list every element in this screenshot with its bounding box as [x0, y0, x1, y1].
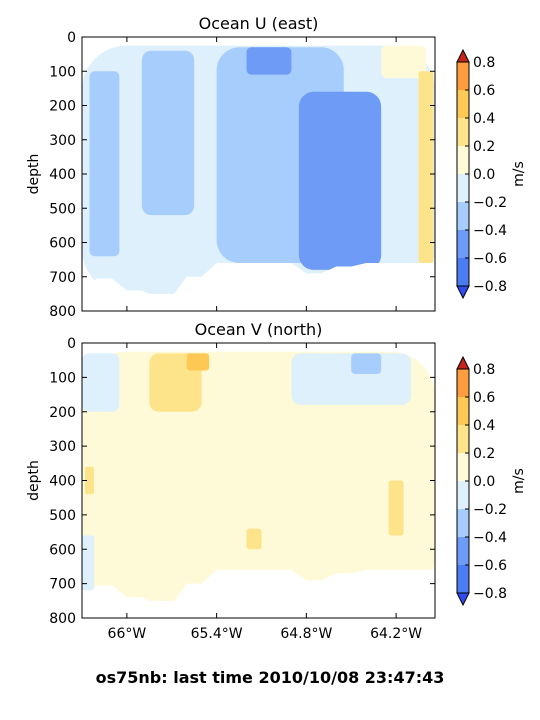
contour-region [418, 71, 434, 264]
contour-region [89, 71, 120, 257]
colorbar-extend-max [456, 48, 470, 63]
contour-region [82, 351, 435, 601]
contour-region [246, 528, 262, 550]
colorbar-bin [457, 118, 469, 146]
colorbar-tick-label: 0.2 [473, 139, 495, 155]
colorbar-extend-min [456, 285, 470, 300]
colorbar-tick-label: −0.4 [473, 223, 507, 239]
y-tick-label: 800 [49, 304, 76, 320]
figure-suptitle: os75nb: last time 2010/10/08 23:47:43 [96, 668, 445, 687]
panel-2: 0 100 200 300 400 500 600 700 800 66°W 65.4°W 64.8°… [26, 320, 527, 642]
y-axis-label: depth [26, 460, 42, 501]
contour-region [381, 45, 427, 79]
contour-region [186, 353, 210, 371]
colorbar-tick-label: −0.6 [473, 558, 507, 574]
panel-title: Ocean U (east) [199, 14, 319, 33]
colorbar-tick-label: 0.0 [473, 474, 495, 490]
colorbar-bin [457, 258, 469, 286]
colorbar-bin [457, 174, 469, 202]
y-tick-label: 500 [49, 201, 76, 217]
colorbar-tick-label: 0.4 [473, 418, 495, 434]
contour-region [141, 50, 195, 216]
y-tick-label: 700 [49, 577, 76, 593]
y-tick-label: 200 [49, 99, 76, 115]
colorbar-tick-label: 0.6 [473, 390, 495, 406]
y-tick-label: 300 [49, 133, 76, 149]
colorbar-tick-label: 0.8 [473, 55, 495, 71]
colorbar-bin [457, 537, 469, 565]
panel-1: 0 100 200 300 400 500 600 700 800 Ocean U (east) d… [26, 14, 527, 320]
colorbar-tick-label: −0.8 [473, 279, 507, 295]
contour-region [298, 91, 382, 270]
colorbar-bin [457, 509, 469, 537]
colorbar-tick-label: 0.2 [473, 446, 495, 462]
colorbar-tick-label: −0.8 [473, 586, 507, 602]
colorbar-bin [457, 230, 469, 258]
colorbar-extend-max [456, 355, 470, 370]
colorbar-bin [457, 62, 469, 90]
colorbar-tick-label: 0.0 [473, 167, 495, 183]
colorbar: −0.8 −0.6 −0.4 −0.2 0.0 0.2 0.4 0.6 0.8 m/s [456, 355, 527, 607]
y-tick-label: 100 [49, 370, 76, 386]
contour-region [82, 353, 120, 412]
y-tick-label: 700 [49, 270, 76, 286]
colorbar: −0.8 −0.6 −0.4 −0.2 0.0 0.2 0.4 0.6 0.8 m/s [456, 48, 527, 300]
contour-region [84, 466, 94, 495]
x-tick-label: 66°W [108, 626, 147, 642]
contour-field [82, 45, 435, 294]
y-tick-label: 100 [49, 64, 76, 80]
colorbar-label: m/s [511, 468, 527, 494]
colorbar-tick-label: 0.8 [473, 362, 495, 378]
x-tick-label: 64.8°W [280, 626, 332, 642]
colorbar-tick-label: −0.2 [473, 502, 507, 518]
contour-region [351, 353, 382, 374]
y-tick-label: 300 [49, 439, 76, 455]
colorbar-tick-label: 0.6 [473, 83, 495, 99]
y-tick-label: 400 [49, 167, 76, 183]
colorbar-bin [457, 202, 469, 230]
colorbar-tick-label: −0.2 [473, 195, 507, 211]
colorbar-tick-label: −0.4 [473, 530, 507, 546]
colorbar-bin [457, 397, 469, 425]
colorbar-label: m/s [511, 161, 527, 187]
y-tick-label: 400 [49, 474, 76, 490]
y-tick-label: 600 [49, 542, 76, 558]
x-tick-label: 64.2°W [370, 626, 422, 642]
colorbar-bin [457, 369, 469, 397]
colorbar-bin [457, 146, 469, 174]
contour-region [82, 535, 94, 591]
colorbar-bin [457, 90, 469, 118]
y-tick-label: 600 [49, 236, 76, 252]
y-tick-label: 800 [49, 611, 76, 627]
colorbar-bin [457, 425, 469, 453]
y-axis-label: depth [26, 154, 42, 195]
colorbar-bin [457, 453, 469, 481]
colorbar-tick-label: 0.4 [473, 111, 495, 127]
y-tick-label: 500 [49, 508, 76, 524]
contour-field [82, 351, 435, 601]
panel-title: Ocean V (north) [195, 320, 323, 339]
colorbar-bin [457, 565, 469, 593]
colorbar-extend-min [456, 592, 470, 607]
y-tick-label: 200 [49, 405, 76, 421]
contour-region [388, 480, 404, 536]
colorbar-bin [457, 481, 469, 509]
x-tick-label: 65.4°W [191, 626, 243, 642]
contour-region [246, 47, 292, 75]
colorbar-tick-label: −0.6 [473, 251, 507, 267]
y-tick-label: 0 [67, 30, 76, 46]
y-tick-label: 0 [67, 336, 76, 352]
